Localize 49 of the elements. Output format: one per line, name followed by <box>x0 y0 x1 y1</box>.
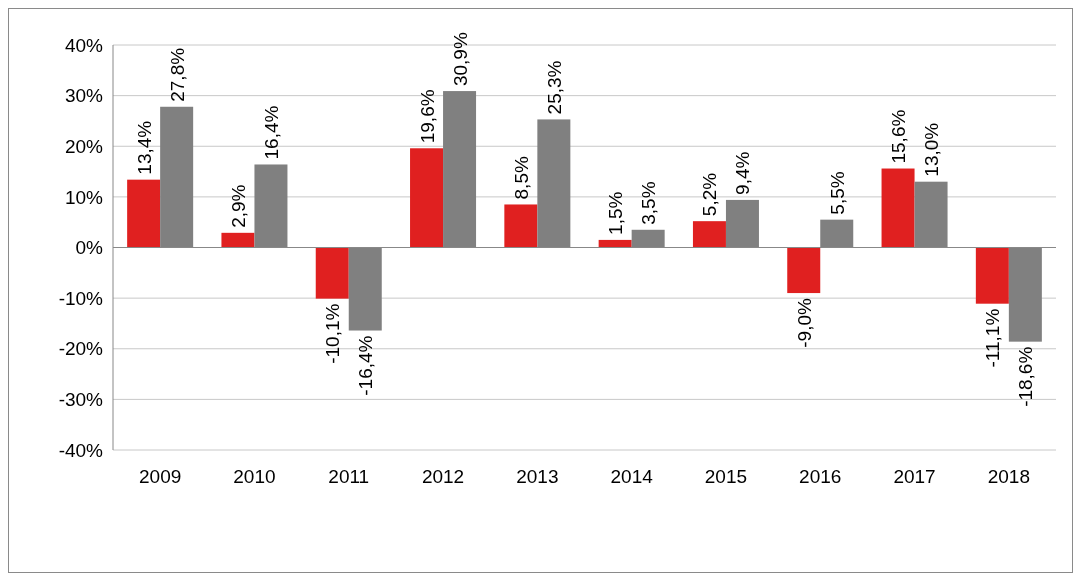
x-tick-label: 2013 <box>516 466 559 487</box>
data-label: 5,2% <box>699 172 721 217</box>
data-label: 13,0% <box>921 122 943 177</box>
bar <box>127 179 161 248</box>
bar <box>692 221 726 248</box>
data-label: 8,5% <box>510 156 532 200</box>
data-label: -9,0% <box>793 297 815 348</box>
y-tick-label: 30% <box>64 85 104 107</box>
y-tick-label: 10% <box>64 186 104 208</box>
data-label: 2,9% <box>227 184 249 228</box>
x-tick-label: 2009 <box>139 466 182 487</box>
bar <box>787 247 821 294</box>
y-tick-label: 40% <box>64 34 104 56</box>
bar <box>410 148 444 248</box>
bar <box>315 247 349 299</box>
bar <box>881 168 915 248</box>
bar <box>975 247 1009 304</box>
data-label: 5,5% <box>826 171 848 215</box>
data-label: 1,5% <box>605 191 627 235</box>
bar <box>504 204 538 248</box>
data-label: -18,6% <box>1015 346 1037 407</box>
data-label: -11,1% <box>982 308 1004 368</box>
data-label: -10,1% <box>322 303 344 364</box>
y-tick-label: -10% <box>58 287 104 309</box>
data-label: -16,4% <box>355 335 377 396</box>
data-label: 19,6% <box>416 89 438 144</box>
x-tick-label: 2015 <box>704 466 748 487</box>
data-label: 15,6% <box>888 109 910 164</box>
x-tick-label: 2016 <box>799 466 842 487</box>
y-tick-label: 20% <box>64 135 104 157</box>
x-tick-label: 2011 <box>328 466 370 487</box>
x-tick-label: 2018 <box>987 466 1030 487</box>
x-tick-label: 2017 <box>893 466 936 487</box>
x-tick-label: 2012 <box>421 466 465 487</box>
x-tick-label: 2010 <box>233 466 276 487</box>
data-label: 9,4% <box>732 151 754 195</box>
y-tick-label: -40% <box>58 439 104 461</box>
y-tick-label: 0% <box>75 237 104 259</box>
bar <box>221 232 255 248</box>
data-label: 25,3% <box>543 60 565 115</box>
data-label: 27,8% <box>166 47 188 102</box>
data-label: 16,4% <box>260 105 282 160</box>
data-label: 3,5% <box>638 181 660 225</box>
y-tick-label: -20% <box>58 338 104 360</box>
data-label: 30,9% <box>449 32 471 87</box>
bar <box>598 239 632 248</box>
data-label: 13,4% <box>133 120 155 175</box>
x-tick-label: 2014 <box>610 466 654 487</box>
y-tick-label: -30% <box>58 389 104 411</box>
